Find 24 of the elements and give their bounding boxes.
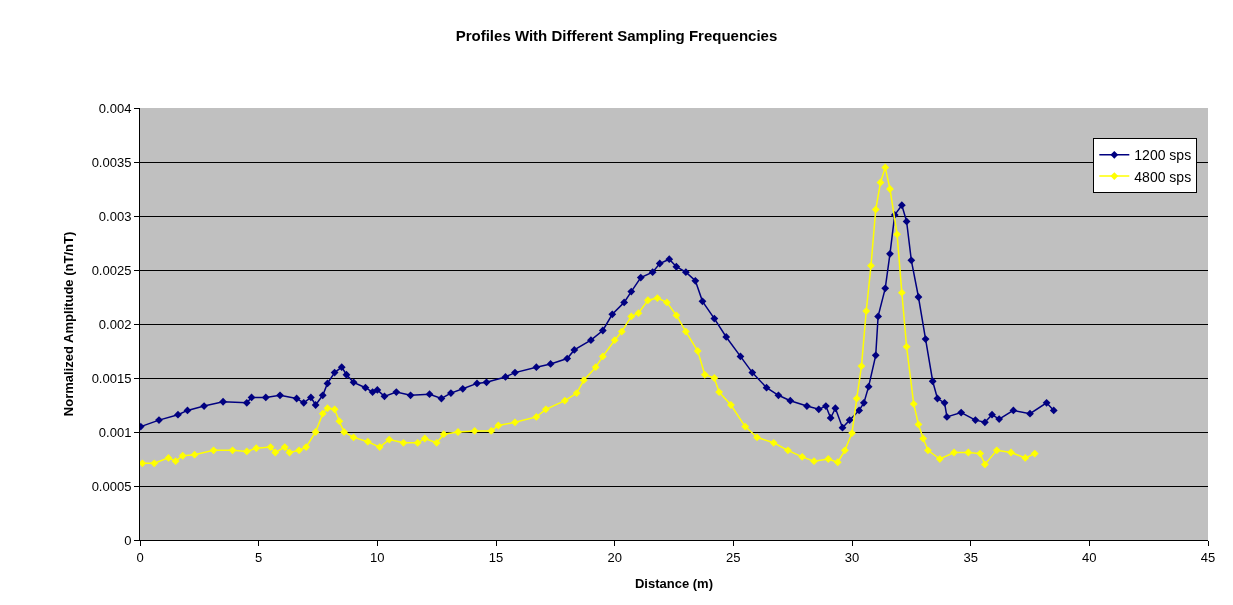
y-tick-label: 0.002 xyxy=(98,316,132,332)
x-tick-label: 30 xyxy=(844,549,860,565)
legend-label: 4800 sps xyxy=(1134,168,1192,185)
x-tick-label: 25 xyxy=(726,549,741,565)
y-tick-label: 0.0025 xyxy=(91,262,132,278)
chart-title: Profiles With Different Sampling Frequencies xyxy=(455,26,778,44)
x-tick-label: 15 xyxy=(488,549,504,565)
x-tick-label: 35 xyxy=(963,549,978,565)
x-tick-label: 40 xyxy=(1082,549,1097,565)
y-axis-title: Normalized Amplitude (nT/nT) xyxy=(60,231,76,417)
y-tick-label: 0.0035 xyxy=(91,154,132,170)
x-tick-label: 10 xyxy=(370,549,385,565)
y-tick-label: 0.0005 xyxy=(91,478,132,494)
y-tick-label: 0.003 xyxy=(98,208,132,224)
x-tick-label: 45 xyxy=(1200,549,1216,565)
x-tick-label: 0 xyxy=(136,549,144,565)
x-tick-label: 20 xyxy=(607,549,622,565)
y-tick-label: 0.004 xyxy=(98,100,132,116)
x-tick-label: 5 xyxy=(255,549,263,565)
y-tick-label: 0.0015 xyxy=(91,370,132,386)
legend-label: 1200 sps xyxy=(1134,147,1192,164)
y-tick-label: 0 xyxy=(124,532,132,548)
x-axis-title: Distance (m) xyxy=(634,576,714,592)
y-tick-label: 0.001 xyxy=(98,424,132,440)
